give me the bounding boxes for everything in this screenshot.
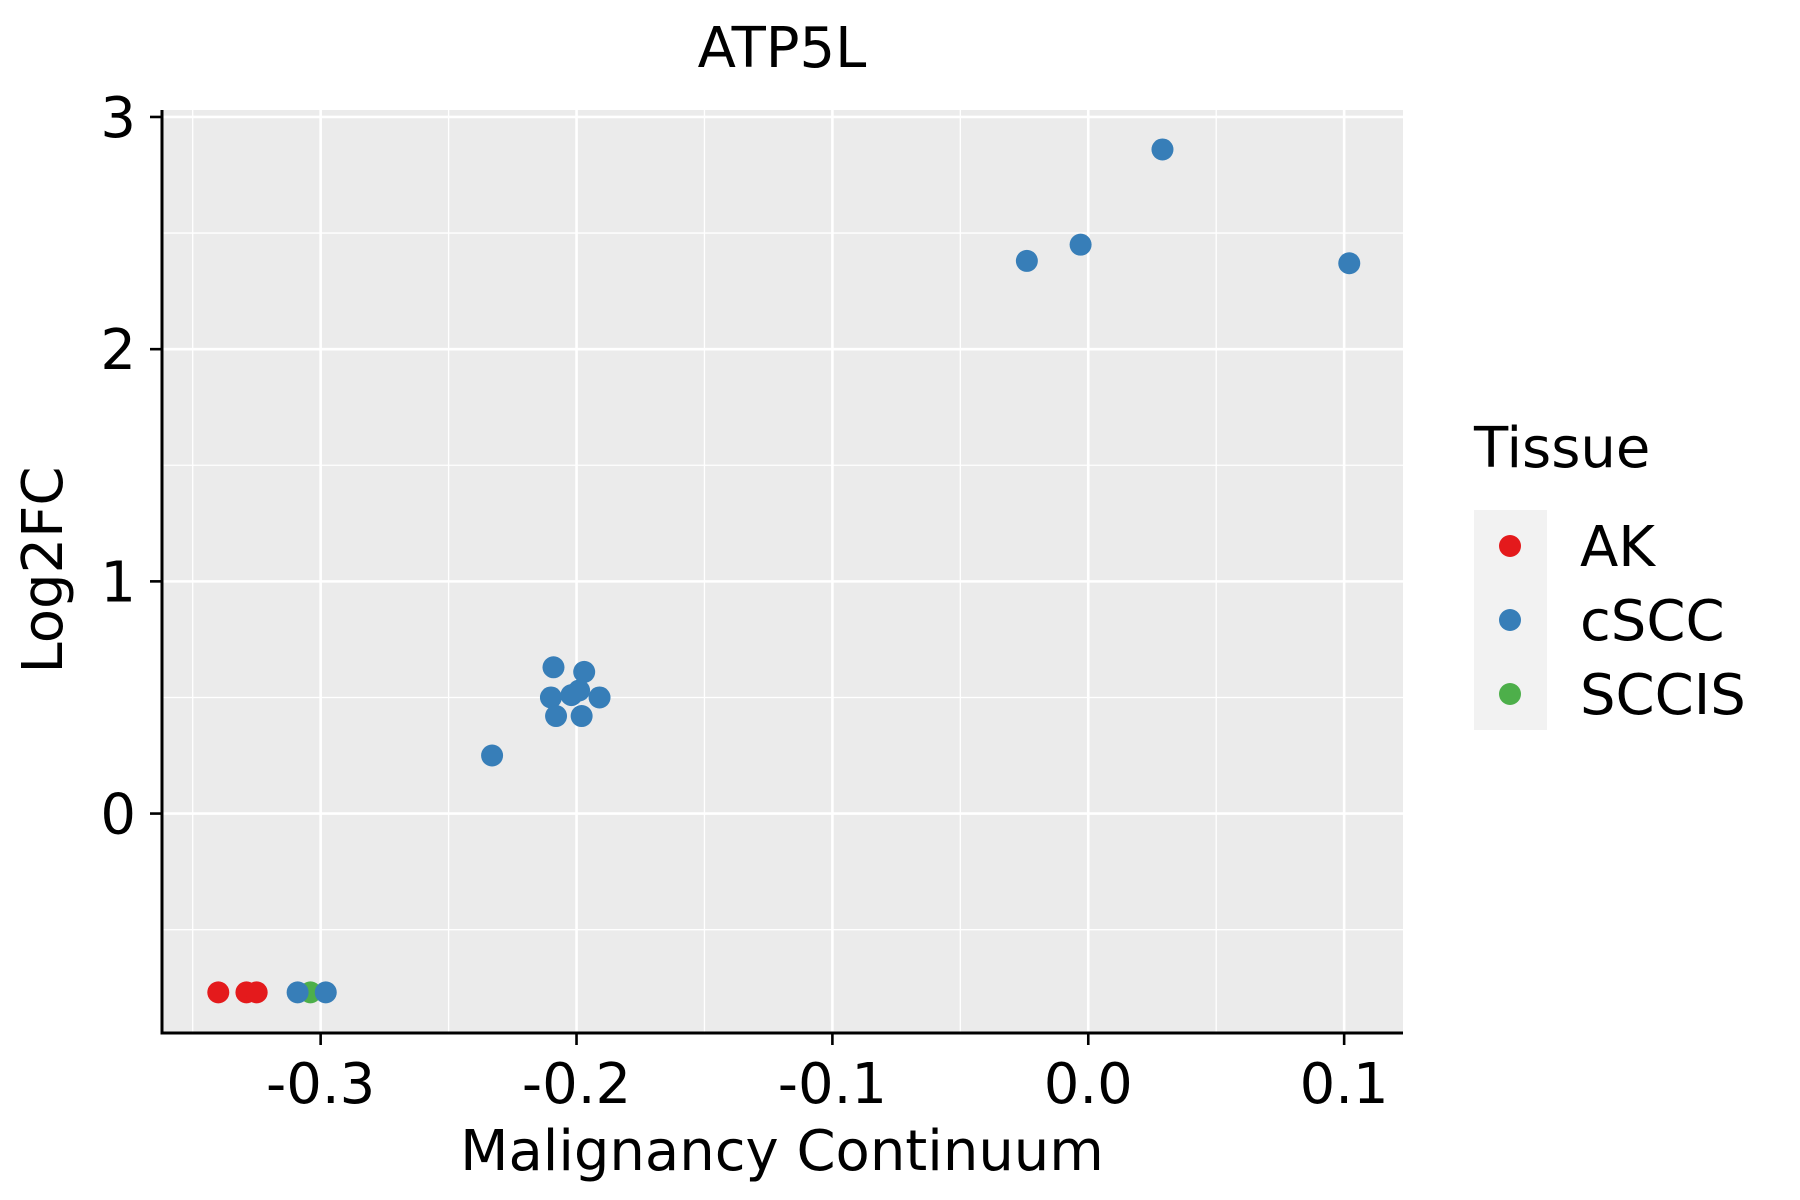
data-point-cscc bbox=[1338, 252, 1361, 275]
x-tick-label: 0.0 bbox=[1044, 1052, 1133, 1117]
y-axis-label: Log2FC bbox=[11, 467, 76, 674]
x-tick-label: -0.1 bbox=[778, 1052, 887, 1117]
data-point-cscc bbox=[539, 686, 562, 709]
data-point-cscc bbox=[545, 705, 568, 728]
legend-label-ak: AK bbox=[1580, 515, 1656, 580]
legend-key-ak bbox=[1499, 535, 1521, 557]
major-gridlines bbox=[162, 110, 1403, 1033]
data-point-cscc bbox=[1069, 233, 1092, 256]
y-axis-ticks: 0 1 2 3 bbox=[100, 86, 162, 848]
y-tick-label: 2 bbox=[100, 318, 136, 383]
data-point-ak bbox=[207, 981, 230, 1004]
data-point-cscc bbox=[1151, 138, 1174, 161]
legend-label-cscc: cSCC bbox=[1580, 589, 1725, 654]
x-tick-label: -0.2 bbox=[522, 1052, 631, 1117]
axes bbox=[160, 110, 1403, 1035]
legend-label-sccis: SCCIS bbox=[1580, 663, 1746, 728]
data-point-cscc bbox=[286, 981, 309, 1004]
minor-gridlines bbox=[162, 110, 1403, 1033]
legend-key-sccis bbox=[1499, 683, 1521, 705]
data-point-cscc bbox=[568, 679, 591, 702]
x-tick-label: -0.3 bbox=[266, 1052, 375, 1117]
data-point-cscc bbox=[481, 744, 504, 767]
plot-panel bbox=[162, 110, 1403, 1033]
legend-key-cscc bbox=[1499, 609, 1521, 631]
data-points bbox=[207, 138, 1361, 1004]
y-tick-label: 3 bbox=[100, 86, 136, 151]
chart-title: ATP5L bbox=[698, 16, 867, 81]
data-point-ak bbox=[245, 981, 268, 1004]
data-point-cscc bbox=[1015, 249, 1038, 272]
data-point-cscc bbox=[570, 705, 593, 728]
x-tick-label: 0.1 bbox=[1300, 1052, 1389, 1117]
data-point-cscc bbox=[573, 660, 596, 683]
legend-title: Tissue bbox=[1473, 416, 1650, 481]
y-tick-label: 0 bbox=[100, 783, 136, 848]
data-point-cscc bbox=[588, 686, 611, 709]
legend: Tissue AK cSCC SCCIS bbox=[1473, 416, 1746, 730]
data-point-cscc bbox=[314, 981, 337, 1004]
x-axis-label: Malignancy Continuum bbox=[460, 1119, 1104, 1184]
y-tick-label: 1 bbox=[100, 550, 136, 615]
x-axis-ticks: -0.3 -0.2 -0.1 0.0 0.1 bbox=[266, 1033, 1389, 1117]
data-point-cscc bbox=[542, 656, 565, 679]
